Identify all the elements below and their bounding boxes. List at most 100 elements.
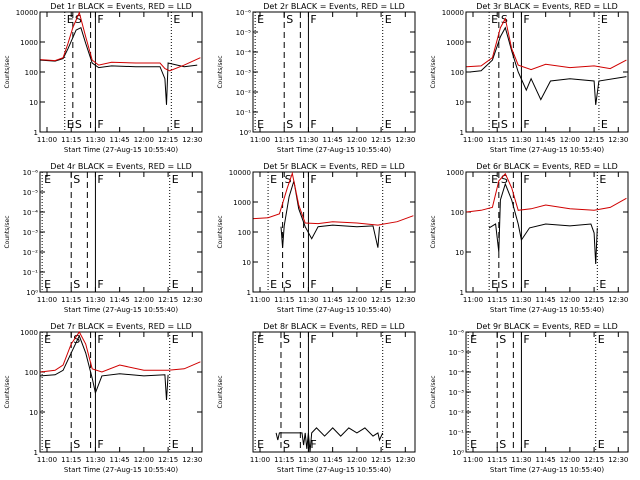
marker-label-top: E [385,173,392,186]
marker-label-bottom: F [523,278,529,291]
x-tick-label: 12:15 [584,136,604,144]
marker-label-bottom: S [73,278,80,291]
marker-label-top: E [172,173,179,186]
x-tick-label: 11:00 [37,136,57,144]
marker-label-top: S [501,173,508,186]
y-tick-label: 10⁻³ [236,69,252,77]
marker-label-bottom: S [501,278,508,291]
det-panel-4: Det 4r BLACK = Events, RED = LLD Counts/s… [4,162,203,314]
x-tick-label: 12:30 [395,456,415,464]
x-tick-label: 11:45 [323,136,343,144]
x-axis-label: Start Time (27-Aug-15 10:55:40) [64,466,178,474]
y-axis-label: Counts/sec [4,215,11,248]
x-tick-label: 11:45 [536,136,556,144]
panel-title: Det 9r BLACK = Events, RED = LLD [476,322,618,331]
marker-label-bottom: E [44,438,51,451]
marker-label-bottom: F [310,438,316,451]
det-panel-6: Det 6r BLACK = Events, RED = LLD Counts/s… [430,162,629,314]
panel-title: Det 1r BLACK = Events, RED = LLD [50,2,192,11]
y-tick-label: 10⁻⁶ [449,329,465,337]
y-axis-label: Counts/sec [430,215,437,248]
plot-frame [39,171,203,293]
x-tick-label: 11:30 [511,136,531,144]
marker-label-bottom: E [385,118,392,131]
y-tick-label: 10⁻¹ [23,269,39,277]
marker-label-bottom: E [270,278,277,291]
x-tick-label: 12:00 [134,136,154,144]
x-tick-label: 11:45 [110,296,130,304]
y-axis-label: Counts/sec [217,55,224,88]
marker-label-bottom: F [310,118,316,131]
x-tick-label: 12:15 [371,296,391,304]
lld-series-line [466,17,627,71]
plot-frame [252,11,416,133]
x-tick-label: 11:15 [61,456,81,464]
y-tick-label: 10⁻⁴ [23,209,39,217]
marker-label-bottom: F [97,278,103,291]
marker-label-top: S [283,333,290,346]
marker-label-top: E [385,333,392,346]
y-axis-label: Counts/sec [430,55,437,88]
y-tick-label: 1000 [20,39,38,47]
x-tick-label: 11:30 [511,456,531,464]
y-tick-label: 10⁰ [452,449,464,457]
marker-label-top: S [286,13,293,26]
y-tick-label: 1000 [446,39,464,47]
det-panel-7: Det 7r BLACK = Events, RED = LLD Counts/s… [4,322,203,474]
panel-title: Det 4r BLACK = Events, RED = LLD [50,162,192,171]
events-series-line [40,26,198,105]
x-tick-label: 12:15 [371,136,391,144]
x-tick-label: 11:30 [298,136,318,144]
marker-label-top: F [97,333,103,346]
panel-title: Det 2r BLACK = Events, RED = LLD [263,2,405,11]
plot-frame [465,171,629,293]
x-axis-label: Start Time (27-Aug-15 10:55:40) [490,466,604,474]
marker-label-bottom: E [172,438,179,451]
x-tick-label: 11:30 [298,296,318,304]
x-tick-label: 11:00 [250,136,270,144]
x-tick-label: 11:00 [463,456,483,464]
x-tick-label: 12:00 [347,296,367,304]
marker-label-bottom: S [501,118,508,131]
x-tick-label: 11:00 [37,296,57,304]
y-tick-label: 10 [455,99,464,107]
x-tick-label: 11:30 [85,296,105,304]
marker-label-top: E [598,333,605,346]
marker-label-top: S [73,333,80,346]
y-tick-label: 100 [238,229,251,237]
x-tick-label: 12:30 [608,136,628,144]
marker-label-bottom: S [75,118,82,131]
plot-frame [252,331,416,453]
x-tick-label: 11:45 [536,296,556,304]
marker-label-top: E [172,333,179,346]
marker-label-bottom: E [257,438,264,451]
x-tick-label: 11:30 [85,136,105,144]
marker-label-bottom: E [257,118,264,131]
y-axis-label: Counts/sec [4,375,11,408]
x-tick-label: 11:15 [274,456,294,464]
y-tick-label: 1 [34,449,38,457]
y-tick-label: 10⁰ [26,289,38,297]
y-tick-label: 10⁻⁶ [23,169,39,177]
marker-label-top: E [601,13,608,26]
y-tick-label: 10⁰ [239,129,251,137]
y-tick-label: 10⁻² [23,249,39,257]
y-tick-label: 100 [451,209,464,217]
marker-label-top: E [385,13,392,26]
marker-label-bottom: E [172,278,179,291]
x-tick-label: 11:15 [487,456,507,464]
panel-title: Det 3r BLACK = Events, RED = LLD [476,2,618,11]
y-tick-label: 10⁻⁴ [449,369,465,377]
y-tick-label: 1 [460,129,464,137]
x-tick-label: 11:15 [61,136,81,144]
y-tick-label: 100 [25,69,38,77]
y-tick-label: 10⁻² [449,409,465,417]
x-tick-label: 11:45 [323,456,343,464]
x-tick-label: 12:30 [395,136,415,144]
marker-label-bottom: S [285,278,292,291]
lld-series-line [40,11,201,72]
y-tick-label: 10⁻¹ [236,109,252,117]
marker-label-top: E [44,333,51,346]
x-tick-label: 11:00 [37,456,57,464]
